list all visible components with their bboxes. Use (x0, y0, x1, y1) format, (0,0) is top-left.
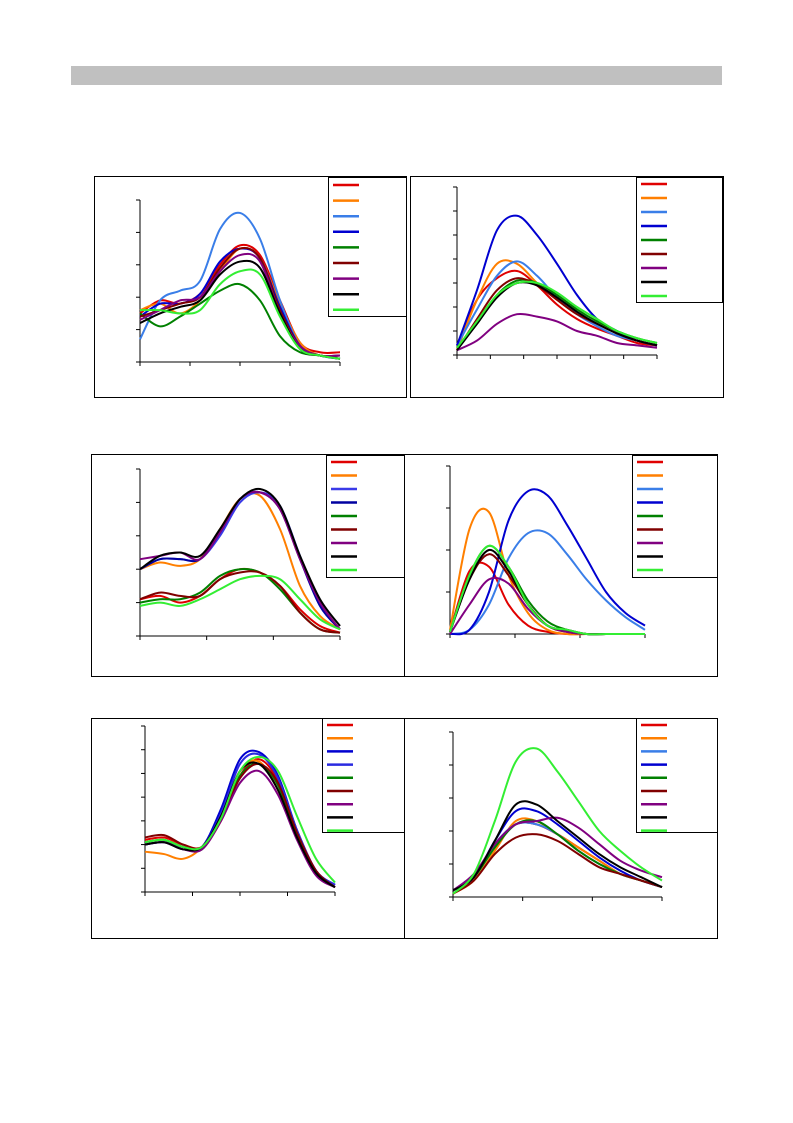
data-line (144, 761, 336, 889)
data-line (449, 544, 645, 636)
data-line (139, 574, 341, 631)
data-line (452, 817, 663, 895)
data-line (139, 211, 341, 360)
data-line (139, 487, 341, 627)
data-line (452, 821, 663, 892)
data-line (452, 800, 663, 892)
legend (636, 718, 718, 833)
data-line (449, 488, 646, 636)
data-line (139, 282, 341, 360)
data-line (139, 252, 341, 358)
data-line (449, 529, 646, 635)
data-line (456, 312, 658, 352)
data-line (144, 755, 336, 884)
data-line (456, 281, 658, 351)
legend (322, 718, 405, 833)
header-bar (71, 66, 722, 85)
data-line (144, 769, 336, 889)
data-line (139, 259, 341, 360)
data-line (144, 762, 336, 889)
data-line (144, 752, 336, 886)
data-line (452, 819, 663, 892)
data-line (452, 816, 663, 892)
data-line (452, 821, 663, 892)
data-line (452, 833, 663, 895)
data-line (449, 561, 645, 636)
chart-frame (410, 176, 724, 398)
data-line (139, 570, 341, 634)
data-line (139, 268, 341, 360)
data-line (452, 747, 663, 895)
data-line (456, 280, 658, 349)
